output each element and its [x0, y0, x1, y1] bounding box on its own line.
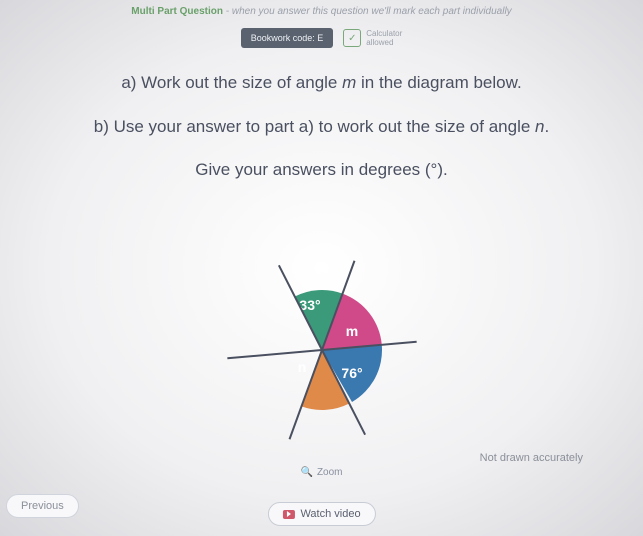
question-text: a) Work out the size of angle m in the d…	[40, 70, 603, 201]
calculator-badge: ✓ Calculator allowed	[343, 29, 402, 47]
badges-row: Bookwork code: E ✓ Calculator allowed	[0, 28, 643, 48]
watch-video-button[interactable]: Watch video	[267, 502, 375, 526]
video-icon	[282, 510, 294, 519]
zoom-icon: 🔍	[300, 467, 312, 478]
svg-text:76°: 76°	[341, 365, 362, 381]
angle-diagram: 33°m76°n	[212, 250, 432, 450]
svg-text:m: m	[345, 323, 357, 339]
svg-text:n: n	[297, 359, 306, 375]
zoom-button[interactable]: 🔍 Zoom	[300, 467, 342, 478]
calculator-icon: ✓	[343, 29, 361, 47]
accuracy-disclaimer: Not drawn accurately	[480, 452, 583, 464]
multipart-note: Multi Part Question - when you answer th…	[0, 6, 643, 17]
previous-button[interactable]: Previous	[6, 494, 79, 518]
bookwork-badge: Bookwork code: E	[241, 28, 334, 48]
